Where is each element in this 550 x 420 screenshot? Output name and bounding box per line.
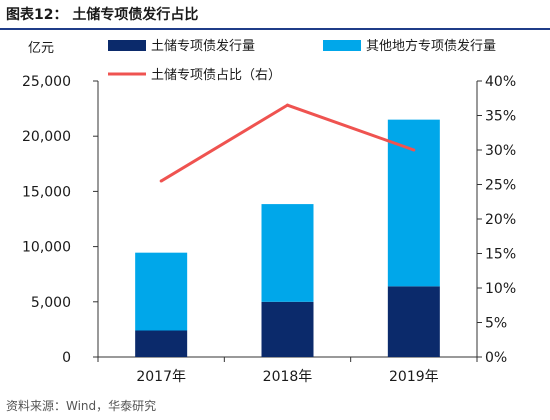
figure-title: 图表12： 土储专项债发行占比 [6,7,199,23]
x-tick-label: 2017年 [136,369,186,385]
axes: 0 5,000 10,000 15,000 20,000 25,000 0% 5% 10% 15%… [22,74,516,385]
x-tick-label: 2019年 [389,369,439,385]
ratio-point [286,103,289,107]
left-tick-label: 0 [62,350,71,366]
right-tick-label: 10% [485,281,516,297]
ratio-polyline [160,103,415,183]
bar-land-reserve [135,330,188,357]
ratio-line [159,103,416,183]
bar-other-special [387,119,440,287]
title-divider [0,28,550,30]
right-tick-label: 0% [485,350,507,366]
bar-land-reserve [387,286,440,357]
left-tick-label: 20,000 [22,129,71,145]
right-tick-label: 20% [485,212,516,228]
legend-label-land-reserve: 土储专项债发行量 [151,38,255,54]
x-tick-label: 2018年 [263,369,313,385]
legend-swatch-other-special [323,40,361,51]
right-tick-label: 35% [485,109,516,125]
left-tick-label: 25,000 [22,74,71,90]
ratio-point [159,179,163,183]
left-tick-label: 15,000 [22,184,71,200]
bars [135,119,440,357]
legend-label-other-special: 其他地方专项债发行量 [366,38,496,54]
bar-land-reserve [261,301,314,357]
bar-other-special [135,252,188,331]
right-tick-label: 40% [485,74,516,90]
ratio-point [412,148,416,152]
left-tick-label: 10,000 [22,240,71,256]
left-axis-unit: 亿元 [28,41,54,56]
legend-label-ratio: 土储专项债占比（右） [151,68,281,83]
right-tick-label: 30% [485,143,516,159]
left-tick-label: 5,000 [31,295,71,311]
right-tick-label: 5% [485,316,507,332]
legend-swatch-land-reserve [108,40,146,51]
right-tick-label: 25% [485,178,516,194]
bar-other-special [261,204,314,302]
source-note: 资料来源：Wind，华泰研究 [6,399,157,413]
right-tick-label: 15% [485,247,516,263]
